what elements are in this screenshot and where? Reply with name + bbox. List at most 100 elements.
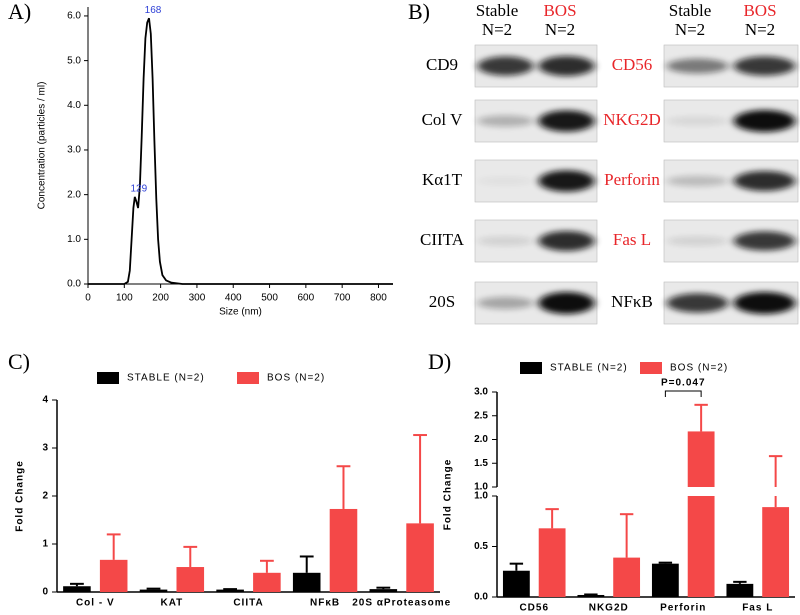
x-tick-label: 200 — [152, 293, 169, 304]
row-label: CD9 — [426, 55, 458, 74]
bar — [99, 559, 128, 592]
y-tick-label: 2 — [42, 491, 48, 502]
x-tick-label: 400 — [225, 293, 242, 304]
y-tick-label: 0.0 — [67, 279, 81, 290]
blot-band — [538, 56, 595, 76]
x-tick-label: 600 — [298, 293, 315, 304]
x-tick-label: NKG2D — [589, 603, 629, 614]
bar — [613, 557, 641, 597]
legend-swatch — [97, 372, 119, 384]
x-tick-label: Perforin — [660, 603, 706, 614]
bar — [369, 589, 398, 592]
bar — [329, 508, 358, 592]
peak-label: 129 — [130, 184, 147, 195]
y-tick-label: 0 — [42, 587, 48, 598]
bar — [538, 528, 566, 597]
y-tick-label: 5.0 — [67, 55, 81, 66]
bar — [651, 563, 679, 597]
bar — [253, 572, 281, 592]
blot-band — [477, 296, 534, 310]
column-header: BOS — [543, 1, 576, 20]
column-n: N=2 — [675, 20, 705, 39]
blot-band — [733, 110, 796, 132]
y-tick-label: 3.0 — [67, 145, 81, 156]
significance-bracket — [664, 390, 702, 397]
column-header: Stable — [669, 1, 712, 20]
row-label: Fas L — [613, 230, 651, 249]
y-tick-label: 1.0 — [474, 491, 488, 502]
bar — [139, 589, 168, 592]
significance-label: P=0.047 — [661, 378, 706, 389]
y-tick-label: 6.0 — [67, 11, 81, 22]
y-tick-label: 2.5 — [474, 410, 488, 421]
y-axis-label: Fold Change — [15, 460, 26, 532]
blot-band — [477, 56, 534, 76]
panel-label: D) — [428, 349, 451, 374]
y-tick-label: 2.0 — [67, 189, 81, 200]
size-distribution-line — [88, 17, 393, 285]
y-tick-label: 4.0 — [67, 100, 81, 111]
x-tick-label: 100 — [116, 293, 133, 304]
x-tick-label: CD56 — [519, 603, 549, 614]
y-tick-label: 0.5 — [474, 541, 488, 552]
bar — [406, 523, 434, 592]
blot-band — [666, 293, 729, 313]
x-tick-label: KAT — [160, 598, 183, 609]
row-label: Kα1T — [422, 170, 463, 189]
column-n: N=2 — [482, 20, 512, 39]
x-tick-label: 0 — [85, 293, 91, 304]
panel-label: A) — [8, 0, 31, 24]
bar — [502, 570, 530, 597]
bar — [687, 431, 715, 487]
blot-band — [733, 292, 796, 314]
x-axis-label: Size (nm) — [219, 307, 262, 318]
x-tick-label: 500 — [261, 293, 278, 304]
blot-band — [538, 231, 595, 251]
row-label: CD56 — [612, 55, 653, 74]
x-tick-label: Col - V — [76, 598, 115, 609]
bar — [292, 572, 321, 592]
bar — [176, 567, 205, 592]
blot-band — [666, 116, 729, 126]
y-tick-label: 3 — [42, 443, 48, 454]
panel-label: C) — [8, 349, 30, 374]
panel-label: B) — [408, 0, 430, 24]
row-label: Perforin — [604, 170, 660, 189]
legend-label: BOS (N=2) — [670, 363, 728, 374]
row-label: Col V — [422, 110, 464, 129]
y-tick-label: 0.0 — [474, 592, 488, 603]
y-tick-label: 1.0 — [67, 234, 81, 245]
blot-band — [477, 236, 534, 246]
x-tick-label: Fas L — [742, 603, 773, 614]
legend-swatch — [237, 372, 259, 384]
y-axis-label: Concentration (particles / ml) — [37, 82, 48, 210]
blot-band — [733, 171, 796, 191]
bar — [63, 586, 91, 592]
y-tick-label: 2.0 — [474, 434, 488, 445]
column-header: BOS — [743, 1, 776, 20]
y-tick-label: 4 — [42, 395, 48, 406]
blot-band — [538, 170, 595, 192]
bar — [687, 496, 715, 597]
x-tick-label: 300 — [189, 293, 206, 304]
blot-band — [477, 176, 534, 186]
y-tick-label: 1 — [42, 539, 48, 550]
y-tick-label: 1.0 — [474, 482, 488, 493]
column-header: Stable — [476, 1, 519, 20]
bar — [577, 594, 605, 597]
y-tick-label: 1.5 — [474, 458, 488, 469]
peak-label: 168 — [145, 5, 162, 16]
x-tick-label: 700 — [334, 293, 351, 304]
x-tick-label: 20S αProteasome — [352, 598, 451, 609]
blot-band — [538, 292, 595, 314]
x-tick-label: 800 — [370, 293, 387, 304]
row-label: NKG2D — [603, 110, 661, 129]
legend-label: BOS (N=2) — [267, 373, 325, 384]
blot-band — [666, 236, 729, 246]
legend-label: STABLE (N=2) — [550, 363, 628, 374]
bar — [216, 589, 244, 592]
x-tick-label: CIITA — [233, 598, 263, 609]
blot-band — [538, 110, 595, 132]
row-label: CIITA — [420, 230, 465, 249]
